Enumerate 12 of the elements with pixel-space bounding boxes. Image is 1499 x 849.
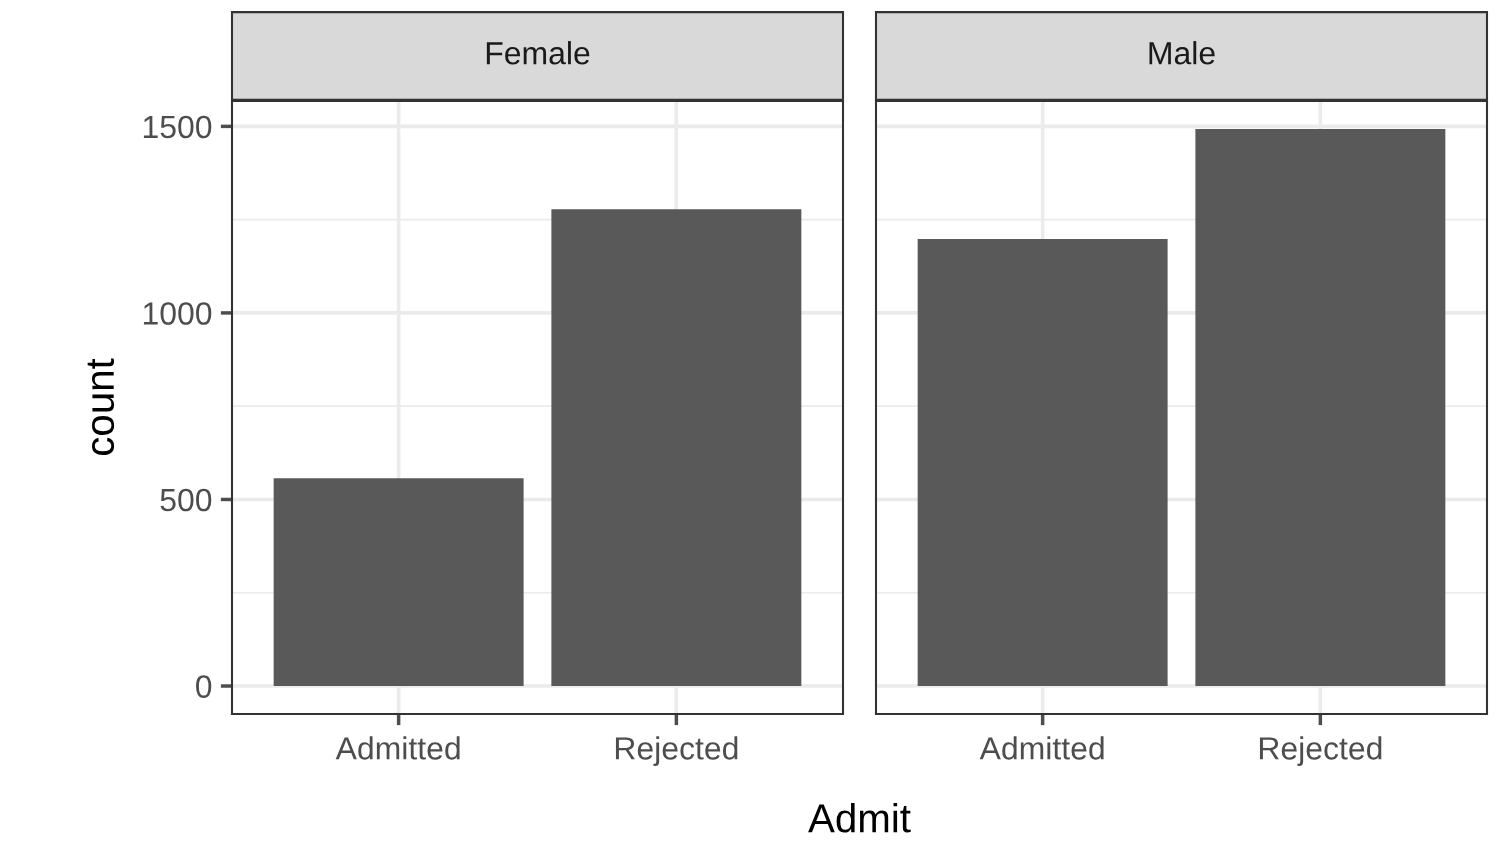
x-axis-title: Admit bbox=[808, 802, 911, 833]
x-tick-label: Rejected bbox=[1259, 736, 1382, 766]
y-tick-label: 1000 bbox=[143, 302, 212, 325]
x-tick-label: Admitted bbox=[979, 736, 1104, 760]
chart-title: Male bbox=[1149, 41, 1215, 65]
y-tick-label: 0 bbox=[196, 675, 212, 698]
x-tick-label: Admitted bbox=[335, 736, 460, 760]
y-tick-label: 500 bbox=[160, 488, 212, 512]
y-tick-label: 1500 bbox=[143, 115, 212, 139]
x-tick-label: Rejected bbox=[615, 736, 738, 766]
chart-title: Female bbox=[486, 41, 590, 65]
y-axis-title: count bbox=[87, 358, 115, 456]
